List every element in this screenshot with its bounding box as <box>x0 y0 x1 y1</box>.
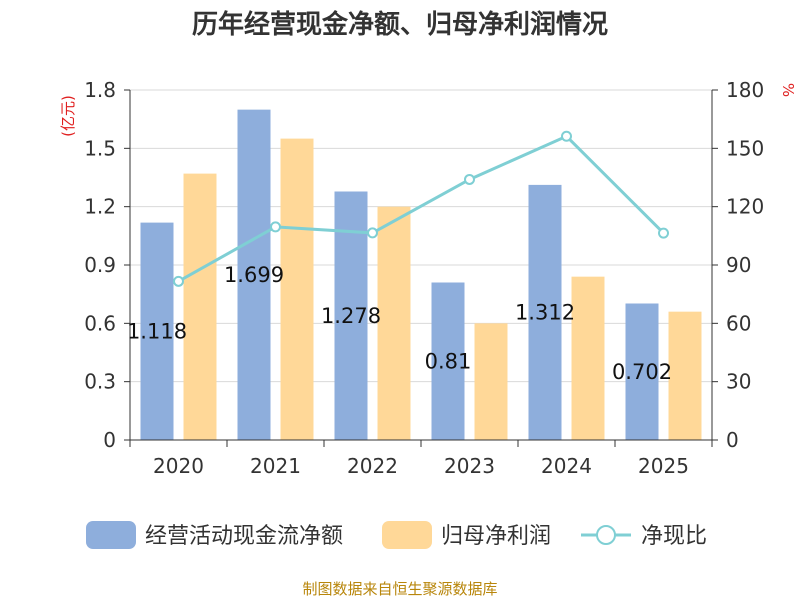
bar-cashflow <box>528 184 562 440</box>
left-axis-tick-label: 0.3 <box>84 370 116 394</box>
left-axis-tick-label: 0.6 <box>84 311 116 335</box>
left-axis-tick-label: 0 <box>103 428 116 452</box>
legend-label: 经营活动现金流净额 <box>145 524 343 549</box>
left-axis-tick-label: 1.2 <box>84 195 116 219</box>
legend-swatch <box>86 521 136 549</box>
left-axis-unit: (亿元) <box>59 95 77 137</box>
right-axis-tick-label: 120 <box>726 195 764 219</box>
data-label: 0.702 <box>612 360 672 384</box>
left-axis-tick-label: 1.5 <box>84 136 116 160</box>
x-axis-tick-label: 2021 <box>250 454 301 478</box>
bar-net-profit <box>183 173 217 440</box>
data-label: 1.278 <box>321 304 381 328</box>
data-label: 1.312 <box>515 300 575 324</box>
left-axis-tick-label: 0.9 <box>84 253 116 277</box>
left-axis-tick-label: 1.8 <box>84 78 116 102</box>
x-axis-tick-label: 2022 <box>347 454 398 478</box>
ratio-point <box>173 275 184 287</box>
bar-cashflow <box>625 303 659 440</box>
right-axis-tick-label: 90 <box>726 253 751 277</box>
ratio-point <box>367 227 378 239</box>
bar-cashflow <box>431 282 465 440</box>
chart-title: 历年经营现金净额、归母净利润情况 <box>191 10 608 40</box>
data-label: 1.699 <box>224 263 284 287</box>
bar-cashflow <box>140 222 174 440</box>
legend: 经营活动现金流净额 归母净利润 净现比 <box>86 521 707 549</box>
data-labels: 1.118 1.699 1.278 0.81 1.312 0.702 <box>127 263 672 384</box>
x-axis-tick-label: 2020 <box>153 454 204 478</box>
bar-cashflow <box>237 109 271 440</box>
bar-net-profit <box>571 276 605 440</box>
right-axis-tick-label: 30 <box>726 370 751 394</box>
ratio-point <box>561 130 572 142</box>
bars <box>140 109 702 440</box>
data-label: 1.118 <box>127 319 187 343</box>
bar-net-profit <box>474 323 508 440</box>
data-label: 0.81 <box>425 349 472 373</box>
ratio-point <box>464 173 475 185</box>
legend-label: 净现比 <box>641 524 707 549</box>
bar-net-profit <box>668 311 702 440</box>
axes: 0 0.3 0.6 0.9 1.2 1.5 1.8 0 30 60 90 120 150 180 (亿元)%… <box>59 78 797 478</box>
right-axis-tick-label: 180 <box>726 78 764 102</box>
right-axis-tick-label: 0 <box>726 428 739 452</box>
ratio-point <box>270 221 281 233</box>
ratio-line-path <box>177 134 665 283</box>
right-axis-tick-label: 150 <box>726 136 764 160</box>
bar-net-profit <box>377 206 411 440</box>
gridlines <box>130 89 712 383</box>
x-axis-tick-label: 2024 <box>541 454 592 478</box>
bar-net-profit <box>280 138 314 440</box>
right-axis-unit: % <box>779 83 797 97</box>
ratio-point <box>658 227 669 239</box>
x-axis-tick-label: 2025 <box>638 454 689 478</box>
x-axis-tick-label: 2023 <box>444 454 495 478</box>
right-axis-tick-label: 60 <box>726 311 751 335</box>
ratio-line <box>173 130 669 287</box>
legend-swatch <box>382 521 432 549</box>
legend-swatch-marker <box>596 525 616 545</box>
data-source: 制图数据来自恒生聚源数据库 <box>302 580 498 598</box>
legend-label: 归母净利润 <box>441 524 551 549</box>
